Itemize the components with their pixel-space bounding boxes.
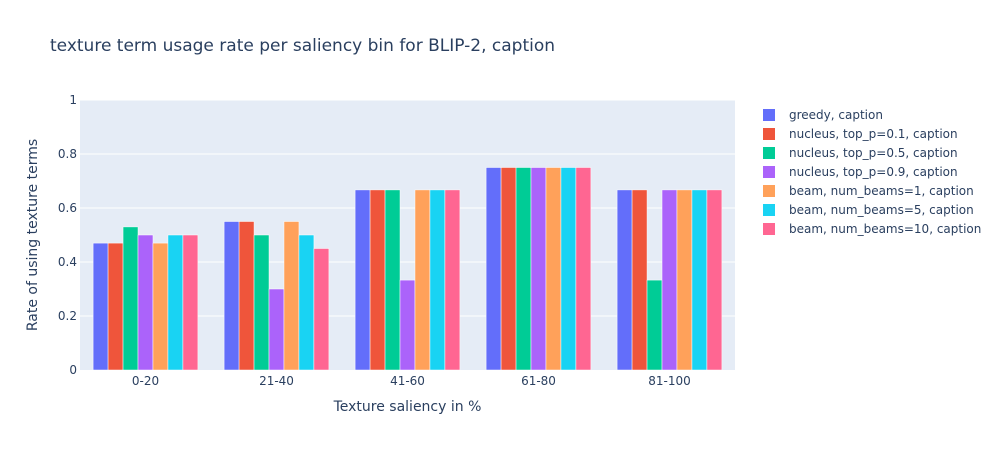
bar [107,242,124,371]
legend-label: greedy, caption [789,108,883,122]
bar [631,189,648,371]
legend-label: nucleus, top_p=0.9, caption [789,165,958,179]
y-tick-label: 1 [69,93,77,107]
bar [253,234,270,371]
legend: greedy, caption nucleus, top_p=0.1, capti… [763,108,981,236]
bar [414,189,431,371]
bar [369,189,386,371]
legend-swatch [763,128,775,140]
bar [444,189,461,371]
x-tick-label: 0-20 [132,374,159,388]
x-tick-label: 81-100 [648,374,691,388]
x-axis-ticks: 0-20 21-40 41-60 61-80 81-100 [132,374,691,388]
bar [238,221,255,371]
bar [706,189,723,371]
y-tick-label: 0.6 [58,201,77,215]
bar [676,189,693,371]
bar [545,167,562,371]
bar [515,167,532,371]
chart-title: texture term usage rate per saliency bin… [50,36,555,56]
x-tick-label: 61-80 [521,374,556,388]
bar [182,234,199,371]
legend-swatch [763,204,775,216]
bar [429,189,446,371]
bar [152,242,169,371]
legend-label: beam, num_beams=1, caption [789,184,974,198]
legend-label: beam, num_beams=10, caption [789,222,981,236]
bar [223,221,240,371]
bar [384,189,401,371]
y-tick-label: 0.4 [58,255,77,269]
bar [500,167,517,371]
bar [661,189,678,371]
bar [167,234,184,371]
bar [560,167,577,371]
bar [575,167,592,371]
x-tick-label: 21-40 [259,374,294,388]
legend-label: nucleus, top_p=0.5, caption [789,146,958,160]
y-tick-label: 0.2 [58,309,77,323]
x-tick-label: 41-60 [390,374,425,388]
bar [92,242,109,371]
y-axis-ticks: 0 0.2 0.4 0.6 0.8 1 [58,93,77,377]
bar [313,248,330,371]
bar [646,279,663,371]
bar [485,167,502,371]
legend-swatch [763,147,775,159]
x-axis-title: Texture saliency in % [333,399,482,415]
bar [530,167,547,371]
bar [298,234,315,371]
bar [137,234,154,371]
legend-swatch [763,223,775,235]
bar [399,279,416,371]
bar [354,189,371,371]
legend-label: nucleus, top_p=0.1, caption [789,127,958,141]
legend-swatch [763,166,775,178]
y-tick-label: 0.8 [58,147,77,161]
legend-swatch [763,109,775,121]
legend-swatch [763,185,775,197]
bars [92,167,723,371]
y-axis-title: Rate of using texture terms [25,139,41,331]
bar [616,189,633,371]
y-tick-label: 0 [69,363,77,377]
bar [283,221,300,371]
legend-label: beam, num_beams=5, caption [789,203,974,217]
bar [691,189,708,371]
bar [122,226,139,371]
bar [268,288,285,371]
